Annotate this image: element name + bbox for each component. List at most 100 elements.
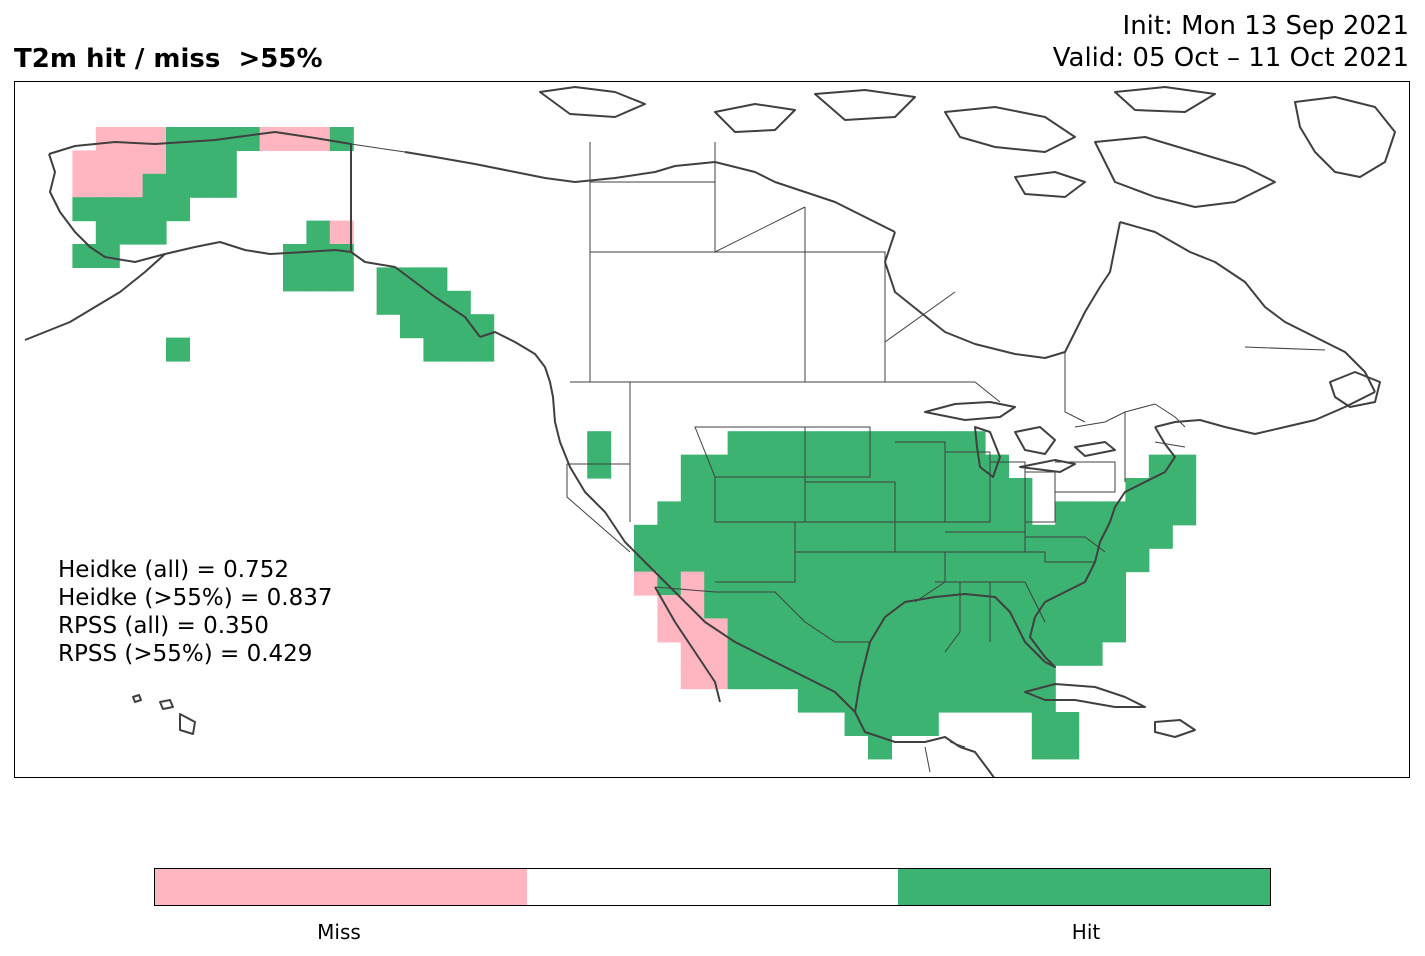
hit-cell: [868, 524, 892, 549]
map-panel: [14, 81, 1410, 778]
hit-cell: [119, 220, 144, 245]
hit-cell: [868, 431, 892, 456]
hit-cell: [680, 548, 705, 573]
hit-cell: [680, 524, 705, 549]
hit-cell: [400, 314, 424, 339]
hit-cell: [821, 454, 846, 479]
hit-cell: [727, 524, 752, 549]
hit-cell: [797, 595, 822, 619]
map-svg: [24, 86, 1396, 777]
hit-cell: [914, 712, 939, 736]
hit-cell: [727, 665, 752, 690]
hit-cell: [1031, 571, 1056, 596]
miss-cell: [680, 618, 705, 643]
hit-cell: [961, 688, 986, 713]
hit-cell: [844, 595, 869, 619]
miss-cell: [259, 127, 284, 151]
colorbar-miss-label: Miss: [317, 920, 361, 944]
hit-cell: [1102, 571, 1126, 596]
verification-cells: [72, 127, 1197, 760]
hit-cell: [938, 478, 963, 502]
hit-cell: [1102, 618, 1126, 643]
hit-cell: [844, 454, 869, 479]
hit-cell: [657, 524, 682, 549]
hit-cell: [821, 524, 846, 549]
hit-cell: [774, 665, 799, 690]
hit-cell: [844, 431, 869, 456]
hit-cell: [1125, 501, 1150, 526]
hit-cell: [1102, 595, 1126, 619]
hit-cell: [821, 618, 846, 643]
miss-cell: [634, 571, 658, 596]
hit-cell: [961, 641, 986, 666]
hit-cell: [938, 501, 963, 526]
hit-cell: [446, 290, 471, 315]
hit-cell: [446, 337, 471, 362]
hit-cell: [236, 127, 261, 151]
hit-cell: [844, 524, 869, 549]
hit-cell: [891, 454, 916, 479]
hit-cell: [797, 665, 822, 690]
hit-cell: [1055, 548, 1080, 573]
hit-cell: [938, 665, 963, 690]
hit-cell: [212, 150, 237, 175]
hit-cell: [1031, 618, 1056, 643]
hit-cell: [914, 665, 939, 690]
miss-cell: [95, 127, 120, 151]
hit-cell: [868, 712, 892, 736]
hit-cell: [914, 501, 939, 526]
hit-cell: [821, 688, 846, 713]
hit-cell: [1055, 501, 1080, 526]
colorbar-hit-label: Hit: [1071, 920, 1101, 944]
hit-cell: [821, 501, 846, 526]
hit-cell: [1125, 548, 1150, 573]
hit-cell: [891, 712, 916, 736]
hit-cell: [727, 548, 752, 573]
hit-cell: [704, 454, 729, 479]
hit-cell: [891, 688, 916, 713]
hit-cell: [189, 127, 214, 151]
hit-cell: [797, 524, 822, 549]
hit-cell: [283, 244, 307, 268]
hit-cell: [119, 197, 144, 222]
hit-cell: [1172, 501, 1197, 526]
hit-cell: [797, 431, 822, 456]
colorbar-neutral-segment: [526, 869, 899, 905]
hit-cell: [727, 478, 752, 502]
hit-cell: [1008, 665, 1033, 690]
miss-cell: [95, 150, 120, 175]
hit-cell: [166, 197, 190, 222]
hit-cell: [961, 501, 986, 526]
hit-cell: [423, 314, 448, 339]
hit-cell: [891, 641, 916, 666]
hit-cell: [891, 595, 916, 619]
hit-cell: [704, 501, 729, 526]
hit-cell: [189, 150, 214, 175]
hit-cell: [1078, 548, 1103, 573]
hit-cell: [587, 431, 612, 456]
hit-cell: [751, 501, 775, 526]
hit-cell: [774, 501, 799, 526]
hit-cell: [423, 337, 448, 362]
hit-cell: [1078, 501, 1103, 526]
hit-cell: [868, 641, 892, 666]
hit-cell: [587, 454, 612, 479]
miss-cell: [119, 127, 144, 151]
hit-cell: [1078, 618, 1103, 643]
colorbar-hit-segment: [898, 869, 1271, 905]
hit-cell: [142, 197, 167, 222]
hit-cell: [1102, 501, 1126, 526]
hit-cell: [329, 127, 354, 151]
hit-cell: [914, 641, 939, 666]
hit-cell: [821, 641, 846, 666]
hit-cell: [961, 431, 986, 456]
hit-cell: [985, 641, 1009, 666]
hit-cell: [868, 501, 892, 526]
miss-cell: [119, 173, 144, 198]
hit-cell: [961, 478, 986, 502]
hit-cell: [774, 431, 799, 456]
hit-cell: [914, 478, 939, 502]
miss-cell: [329, 220, 354, 245]
hit-cell: [727, 454, 752, 479]
hit-cell: [844, 618, 869, 643]
